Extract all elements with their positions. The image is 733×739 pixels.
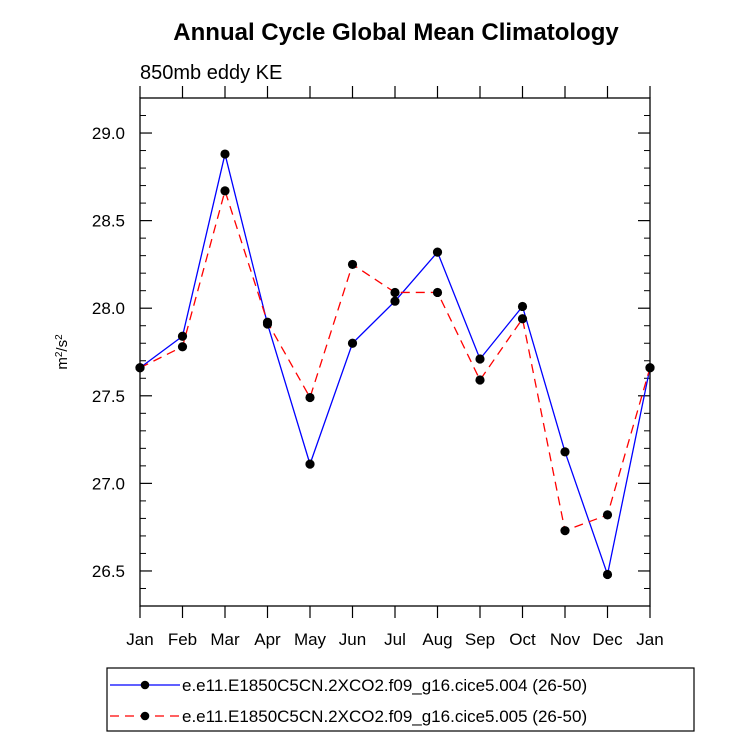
data-point-series-2	[305, 392, 315, 403]
legend-marker-series-1	[140, 680, 150, 690]
x-tick-label: May	[294, 630, 327, 649]
plot-frame	[139, 97, 651, 607]
data-point-series-1	[390, 296, 400, 306]
legend-label-series-2: e.e11.E1850C5CN.2XCO2.f09_g16.cice5.005 …	[182, 707, 587, 726]
data-point-series-2	[177, 342, 188, 352]
data-point-series-1	[347, 338, 358, 348]
y-axis-label-sup2: 2	[54, 334, 65, 340]
data-point-series-1	[220, 149, 230, 159]
data-point-series-2	[390, 287, 400, 298]
y-axis-label: m2/s2	[54, 334, 72, 370]
chart-subtitle: 850mb eddy KE	[140, 62, 282, 84]
y-tick-labels: 26.5 27.0 27.5 28.0 28.5 29.0	[92, 124, 125, 581]
legend-box	[106, 667, 695, 732]
data-point-series-1	[602, 569, 613, 580]
data-point-series-2	[560, 526, 570, 536]
data-point-series-2	[602, 510, 613, 520]
x-tick-label: Sep	[465, 630, 495, 649]
x-tick-labels: Jan Feb Mar Apr May Jun Jul Aug Sep Oct Nov Dec Jan	[126, 630, 663, 649]
y-tick-label: 28.5	[92, 212, 125, 231]
y-tick-label: 28.0	[92, 299, 125, 318]
y-tick-label: 29.0	[92, 124, 125, 143]
data-point-series-2	[262, 317, 273, 327]
x-tick-label: Mar	[210, 630, 240, 649]
data-point-series-1	[305, 459, 315, 469]
data-point-series-1	[432, 247, 443, 257]
data-point-series-1	[517, 301, 528, 312]
y-tick-label: 27.5	[92, 387, 125, 406]
series-line-2	[139, 188, 651, 532]
x-tick-label: Nov	[550, 630, 581, 649]
y-axis-label-base: m	[54, 357, 71, 370]
y-tick-label: 26.5	[92, 562, 125, 581]
x-tick-label: Dec	[592, 630, 623, 649]
y-axis-label-mid: /s	[54, 340, 71, 352]
series-group	[135, 149, 655, 580]
data-point-series-1	[177, 331, 188, 341]
axis-ticks	[139, 86, 651, 618]
data-point-series-2	[432, 287, 443, 298]
x-tick-label: Apr	[254, 630, 281, 649]
series-line-1	[139, 153, 651, 577]
data-point-series-2	[220, 186, 230, 196]
data-point-series-2	[517, 314, 528, 324]
data-point-series-1	[560, 447, 570, 457]
data-point-series-1	[475, 354, 485, 364]
x-tick-label: Jun	[339, 630, 366, 649]
x-tick-label: Jul	[384, 630, 406, 649]
legend: e.e11.E1850C5CN.2XCO2.f09_g16.cice5.004 …	[106, 667, 695, 732]
x-tick-label: Jan	[126, 630, 153, 649]
y-tick-label: 27.0	[92, 474, 125, 493]
x-tick-label: Jan	[636, 630, 663, 649]
x-tick-label: Oct	[509, 630, 536, 649]
legend-marker-series-2	[140, 711, 150, 721]
y-axis-label-sup1: 2	[54, 351, 65, 357]
x-tick-label: Feb	[168, 630, 197, 649]
legend-label-series-1: e.e11.E1850C5CN.2XCO2.f09_g16.cice5.004 …	[182, 676, 587, 695]
svg-text:m2/s2: m2/s2	[54, 334, 72, 370]
x-tick-label: Aug	[422, 630, 452, 649]
data-point-series-2	[475, 375, 485, 385]
chart-title: Annual Cycle Global Mean Climatology	[173, 19, 619, 46]
data-point-series-2	[347, 259, 358, 270]
